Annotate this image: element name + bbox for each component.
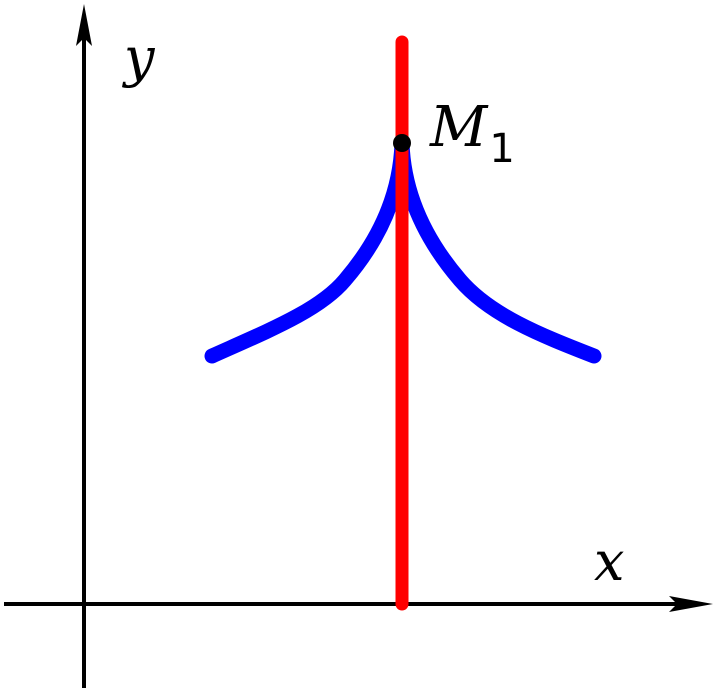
- y-axis-arrowhead: [76, 4, 92, 46]
- point-m1-subscript: 1: [489, 126, 514, 172]
- y-axis-label: y: [122, 26, 156, 89]
- x-axis-arrowhead: [669, 596, 713, 612]
- x-axis-label: x: [594, 530, 624, 593]
- x-axis: [4, 596, 713, 612]
- point-m1-label: M1: [429, 95, 515, 172]
- y-axis: [76, 4, 92, 688]
- point-m1-letter: M: [429, 95, 489, 160]
- point-m1: [393, 134, 411, 152]
